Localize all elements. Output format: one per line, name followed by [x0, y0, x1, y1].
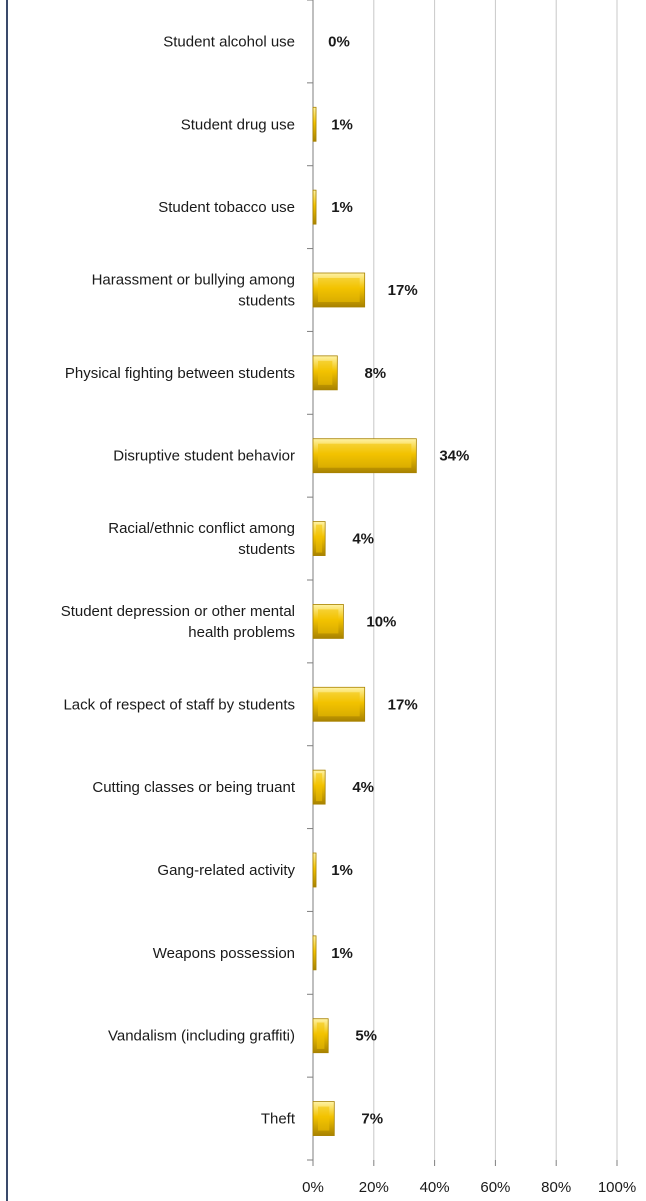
- category-label: Cutting classes or being truant: [92, 779, 295, 796]
- bar-bevel: [318, 609, 339, 634]
- bar-10: [312, 769, 326, 805]
- category-label: students: [238, 293, 295, 310]
- category-label: health problems: [188, 624, 295, 641]
- bar-13: [312, 1018, 329, 1054]
- value-label: 1%: [331, 116, 353, 133]
- bar-11: [312, 852, 317, 888]
- bar-body: [312, 935, 317, 971]
- bar-14: [312, 1101, 335, 1136]
- value-labels: 0% 1% 1% 17% 8% 34% 4% 10% 17% 4% 1% 1% 5% 7%: [328, 33, 469, 1127]
- category-labels: Student alcohol use Student drug use Stude…: [61, 33, 296, 1127]
- category-label: Disruptive student behavior: [113, 448, 295, 465]
- bar-bevel: [316, 1022, 325, 1049]
- x-tick-label: 40%: [420, 1179, 450, 1196]
- x-tick-label: 20%: [359, 1179, 389, 1196]
- bars: [312, 106, 417, 1136]
- bar-12: [312, 935, 317, 971]
- x-tick-label: 80%: [541, 1179, 571, 1196]
- category-label: Student depression or other mental: [61, 603, 295, 620]
- value-label: 34%: [439, 448, 469, 465]
- value-label: 1%: [331, 199, 353, 216]
- value-label: 8%: [364, 365, 386, 382]
- value-label: 17%: [388, 696, 418, 713]
- bar-8: [312, 604, 344, 639]
- value-label: 5%: [355, 1028, 377, 1045]
- x-tick-label: 100%: [598, 1179, 636, 1196]
- bar-bevel: [316, 773, 323, 802]
- bar-bevel: [318, 443, 412, 468]
- category-label: Physical fighting between students: [65, 365, 295, 382]
- bar-body: [312, 106, 317, 142]
- value-label: 7%: [361, 1111, 383, 1128]
- category-label: Student drug use: [181, 116, 295, 133]
- bar-bevel: [318, 1106, 330, 1131]
- category-label: Lack of respect of staff by students: [63, 696, 295, 713]
- value-label: 4%: [352, 779, 374, 796]
- value-label: 17%: [388, 282, 418, 299]
- bar-bevel: [318, 692, 360, 717]
- bar-4: [312, 272, 366, 308]
- bar-5: [312, 355, 338, 391]
- category-label: Harassment or bullying among: [92, 272, 295, 289]
- value-label: 4%: [352, 531, 374, 548]
- value-label: 0%: [328, 33, 350, 50]
- category-label: Theft: [261, 1111, 296, 1128]
- value-label: 1%: [331, 862, 353, 879]
- bar-body: [312, 852, 317, 888]
- category-label: Racial/ethnic conflict among: [108, 520, 295, 537]
- x-tick-label: 60%: [480, 1179, 510, 1196]
- category-label: Vandalism (including graffiti): [108, 1028, 295, 1045]
- category-label: Weapons possession: [153, 945, 295, 962]
- value-label: 1%: [331, 945, 353, 962]
- bar-6: [312, 438, 417, 474]
- value-label: 10%: [366, 613, 396, 630]
- bar-bevel: [318, 360, 333, 385]
- bar-3: [312, 189, 317, 225]
- bar-body: [312, 189, 317, 225]
- bar-7: [312, 521, 326, 556]
- category-label: students: [238, 541, 295, 558]
- y-axis: [307, 0, 618, 1166]
- bar-2: [312, 106, 317, 142]
- category-label: Gang-related activity: [157, 862, 295, 879]
- bar-bevel: [316, 524, 323, 553]
- x-axis-tick-labels: 0% 20% 40% 60% 80% 100%: [302, 1179, 636, 1196]
- category-label: Student tobacco use: [158, 199, 295, 216]
- gridlines: [373, 0, 618, 1160]
- bar-9: [312, 686, 366, 722]
- category-label: Student alcohol use: [163, 33, 295, 50]
- bar-bevel: [318, 278, 360, 302]
- x-tick-label: 0%: [302, 1179, 324, 1196]
